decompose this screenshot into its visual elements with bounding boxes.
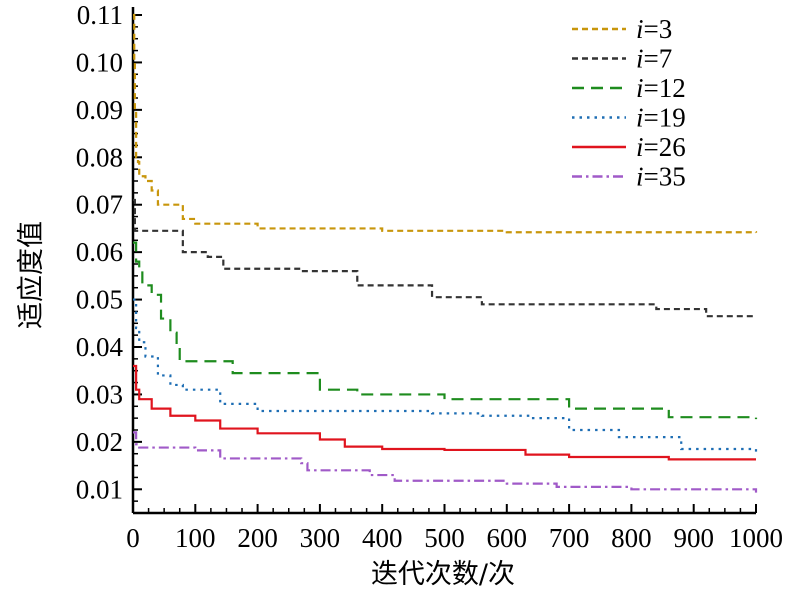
legend-label: i=3 [636,14,672,44]
axes: 0.01 0.02 0.03 0.04 0.05 0.06 0.07 0.08 0.09 0.10… [76,0,783,553]
series-line [133,241,758,420]
legend-label: i=7 [636,44,672,74]
legend: i=3i=7i=12i=19i=26i=35 [572,14,686,192]
y-tick-label: 0.02 [76,427,123,457]
x-tick-label: 700 [549,523,590,553]
series-line [133,364,756,461]
x-tick-label: 400 [362,523,403,553]
x-tick-label: 800 [611,523,652,553]
x-tick-label: 200 [237,523,278,553]
y-tick-label: 0.07 [76,190,123,220]
series-line [133,431,758,493]
y-tick-label: 0.09 [76,95,123,125]
x-tick-label: 900 [673,523,714,553]
x-tick-label: 300 [300,523,341,553]
series-line [133,298,758,457]
y-tick-label: 0.06 [76,237,123,267]
series-layer [133,13,758,493]
y-tick-label: 0.08 [76,142,123,172]
y-tick-label: 0.01 [76,474,123,504]
legend-label: i=26 [636,132,686,162]
legend-label: i=19 [636,103,686,133]
x-tick-label: 0 [126,523,140,553]
legend-label: i=35 [636,162,686,192]
legend-label: i=12 [636,73,686,103]
y-axis-label: 适应度值 [16,221,47,329]
y-tick-label: 0.11 [77,0,123,30]
x-tick-label: 100 [175,523,216,553]
x-axis-label: 迭代次数/次 [371,559,515,590]
y-tick-label: 0.10 [76,47,123,77]
y-tick-label: 0.04 [76,332,124,362]
y-tick-label: 0.03 [76,379,123,409]
y-tick-label: 0.05 [76,285,123,315]
x-tick-label: 1000 [729,523,783,553]
x-tick-label: 600 [487,523,528,553]
series-line [133,13,758,234]
series-line [133,198,756,318]
x-tick-label: 500 [424,523,465,553]
